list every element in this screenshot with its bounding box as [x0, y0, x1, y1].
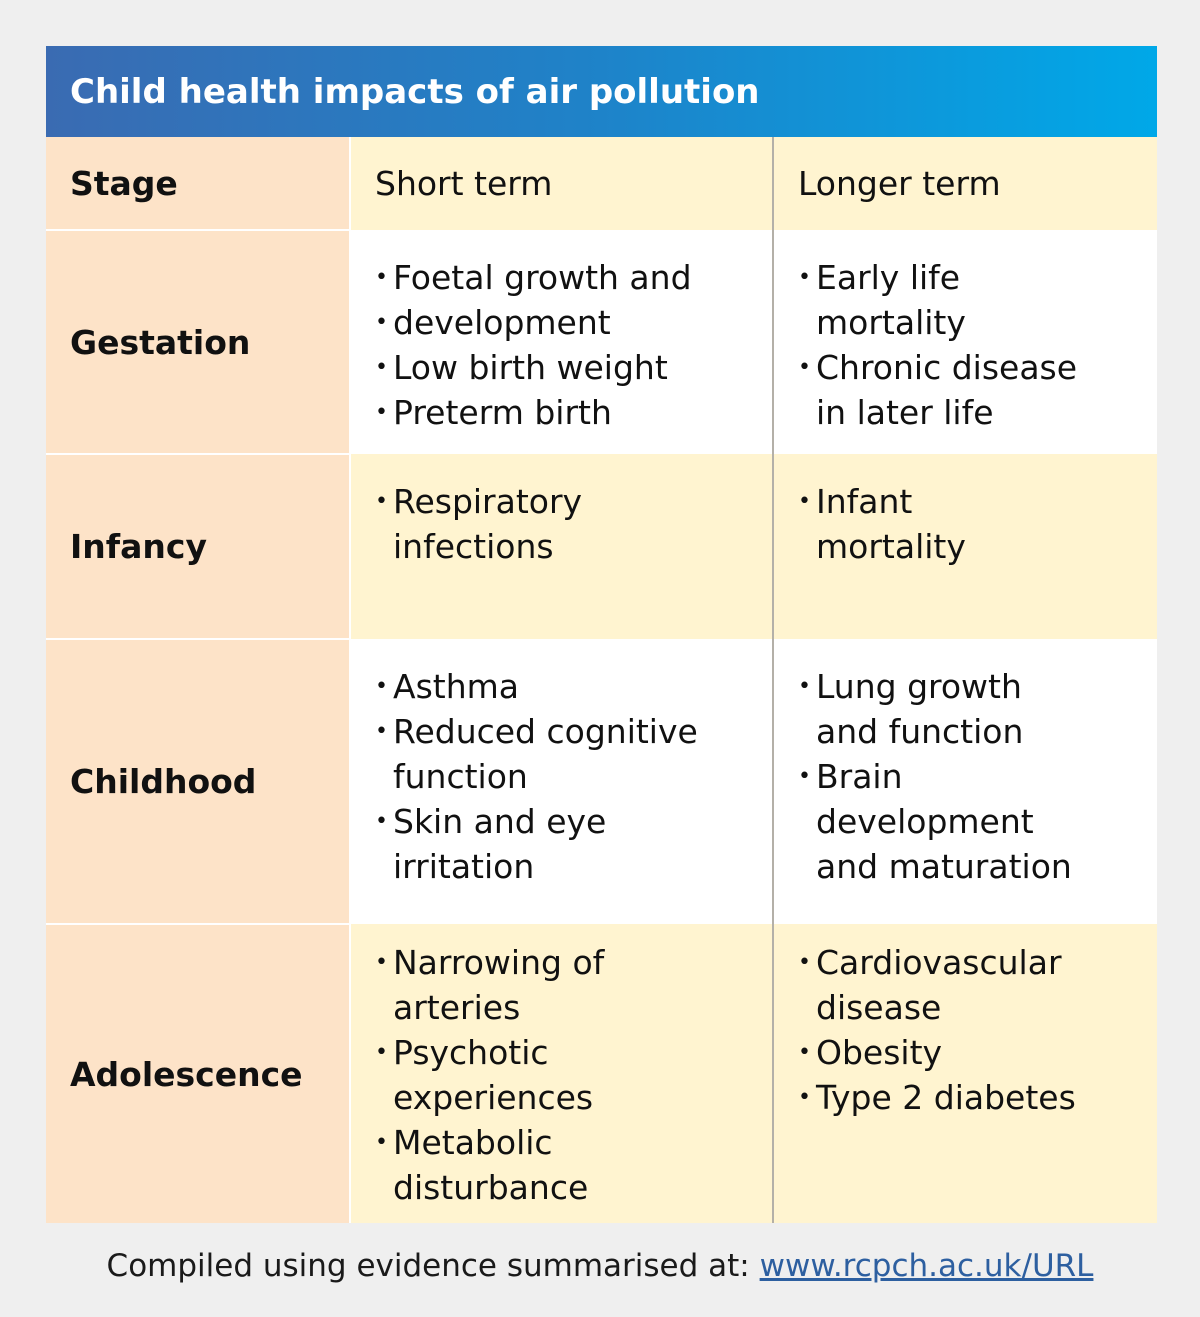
bullet-list: • Respiratory infections — [375, 479, 772, 569]
list-item-text: Cardiovascular disease — [816, 943, 1062, 1027]
list-item-text: Brain development and maturation — [816, 757, 1072, 886]
longer-term-cell: • Infant mortality — [773, 454, 1157, 639]
bullet-list: • Infant mortality — [798, 479, 1157, 569]
table-row: Gestation • Foetal growth and • development… — [46, 230, 1157, 455]
bullet-icon: • — [375, 809, 388, 834]
short-term-cell: • Asthma • Reduced cognitive function • Skin … — [350, 639, 774, 924]
stage-cell: Gestation — [46, 230, 351, 455]
list-item: • Reduced cognitive function — [375, 709, 772, 799]
list-item-text: Skin and eye irritation — [393, 802, 607, 886]
bullet-list: • Asthma • Reduced cognitive function • Skin … — [375, 664, 772, 889]
short-term-cell: • Narrowing of arteries • Psychotic experie… — [350, 924, 774, 1223]
longer-term-cell: • Lung growth and function • Brain developm… — [773, 639, 1157, 924]
list-item: • Infant mortality — [798, 479, 1157, 569]
bullet-icon: • — [375, 400, 388, 425]
list-item-text: Obesity — [816, 1033, 943, 1072]
list-item-text: Asthma — [393, 667, 519, 706]
impacts-table-card: Child health impacts of air pollution St… — [46, 46, 1157, 1223]
list-item: • Chronic disease in later life — [798, 345, 1157, 435]
list-item-text: Lung growth and function — [816, 667, 1024, 751]
bullet-icon: • — [375, 1040, 388, 1065]
bullet-icon: • — [798, 355, 811, 380]
stage-cell: Infancy — [46, 454, 351, 640]
list-item: • Metabolic disturbance — [375, 1120, 772, 1210]
bullet-icon: • — [798, 674, 811, 699]
list-item: • Respiratory infections — [375, 479, 772, 569]
list-item: • Cardiovascular disease — [798, 940, 1157, 1030]
list-item: • Brain development and maturation — [798, 754, 1157, 889]
bullet-icon: • — [375, 719, 388, 744]
longer-term-cell: • Early life mortality • Chronic disease in… — [773, 230, 1157, 454]
bullet-icon: • — [375, 950, 388, 975]
bullet-icon: • — [798, 265, 811, 290]
list-item: • Psychotic experiences — [375, 1030, 772, 1120]
short-term-cell: • Respiratory infections — [350, 454, 774, 639]
list-item-text: Reduced cognitive function — [393, 712, 698, 796]
bullet-icon: • — [798, 764, 811, 789]
bullet-list: • Cardiovascular disease • Obesity • Type 2 d… — [798, 940, 1157, 1120]
table-row: Infancy • Respiratory infections • Infant … — [46, 454, 1157, 640]
list-item: • Preterm birth — [375, 390, 772, 435]
bullet-icon: • — [375, 310, 388, 335]
table-title: Child health impacts of air pollution — [46, 46, 1157, 137]
footer-text: Compiled using evidence summarised at: — [106, 1248, 760, 1284]
list-item: • Asthma — [375, 664, 772, 709]
list-item-text: Chronic disease in later life — [816, 348, 1078, 432]
header-row: Stage Short term Longer term — [46, 137, 1157, 231]
bullet-icon: • — [375, 265, 388, 290]
list-item-text: Infant mortality — [816, 482, 966, 566]
list-item: • Narrowing of arteries — [375, 940, 772, 1030]
list-item-text: development — [393, 303, 611, 342]
bullet-icon: • — [375, 489, 388, 514]
list-item-text: Respiratory infections — [393, 482, 583, 566]
table-row: Adolescence • Narrowing of arteries • Psych… — [46, 924, 1157, 1223]
list-item: • Skin and eye irritation — [375, 799, 772, 889]
header-longer-term: Longer term — [773, 137, 1157, 230]
list-item-text: Low birth weight — [393, 348, 668, 387]
short-term-cell: • Foetal growth and • development • Low birth… — [350, 230, 774, 454]
list-item-text: Preterm birth — [393, 393, 612, 432]
bullet-icon: • — [375, 1130, 388, 1155]
source-link[interactable]: www.rcpch.ac.uk/URL — [759, 1248, 1094, 1284]
list-item-text: Early life mortality — [816, 258, 966, 342]
longer-term-cell: • Cardiovascular disease • Obesity • Type 2 d… — [773, 924, 1157, 1223]
impacts-table: Stage Short term Longer term Gestation •… — [46, 137, 1157, 1223]
bullet-list: • Narrowing of arteries • Psychotic experie… — [375, 940, 772, 1210]
list-item: • Type 2 diabetes — [798, 1075, 1157, 1120]
bullet-icon: • — [798, 1085, 811, 1110]
table-row: Childhood • Asthma • Reduced cognitive func… — [46, 639, 1157, 925]
list-item-text: Type 2 diabetes — [816, 1078, 1076, 1117]
list-item: • Foetal growth and — [375, 255, 772, 300]
bullet-list: • Foetal growth and • development • Low birth… — [375, 255, 772, 435]
bullet-list: • Lung growth and function • Brain developm… — [798, 664, 1157, 889]
header-short-term: Short term — [350, 137, 774, 230]
list-item: • Early life mortality — [798, 255, 1157, 345]
footer-note: Compiled using evidence summarised at: w… — [0, 1248, 1200, 1284]
bullet-icon: • — [798, 489, 811, 514]
stage-cell: Childhood — [46, 639, 351, 925]
list-item: • development — [375, 300, 772, 345]
bullet-icon: • — [798, 950, 811, 975]
list-item-text: Foetal growth and — [393, 258, 692, 297]
list-item-text: Metabolic disturbance — [393, 1123, 589, 1207]
bullet-icon: • — [798, 1040, 811, 1065]
list-item: • Obesity — [798, 1030, 1157, 1075]
bullet-icon: • — [375, 674, 388, 699]
list-item: • Low birth weight — [375, 345, 772, 390]
header-stage: Stage — [46, 137, 351, 231]
stage-cell: Adolescence — [46, 924, 351, 1223]
bullet-icon: • — [375, 355, 388, 380]
list-item-text: Narrowing of arteries — [393, 943, 605, 1027]
list-item-text: Psychotic experiences — [393, 1033, 594, 1117]
bullet-list: • Early life mortality • Chronic disease in… — [798, 255, 1157, 435]
list-item: • Lung growth and function — [798, 664, 1157, 754]
